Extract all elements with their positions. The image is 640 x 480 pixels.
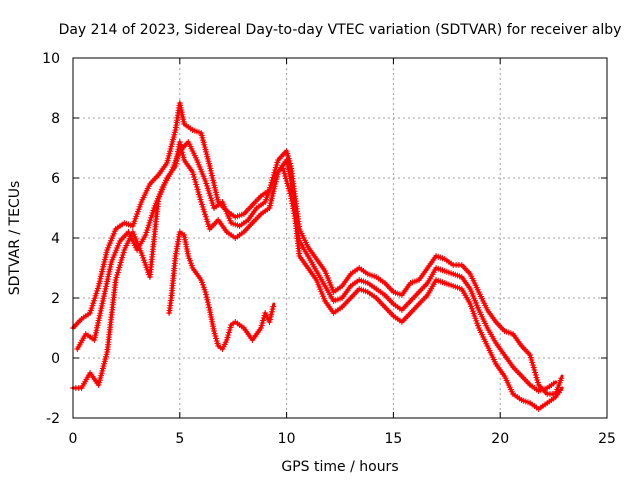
x-tick-label: 15: [384, 431, 402, 447]
x-tick-label: 25: [598, 431, 616, 447]
y-tick-label: 2: [51, 291, 60, 307]
data-series: [70, 100, 565, 412]
series-markers: [74, 139, 557, 394]
x-tick-label: 10: [278, 431, 296, 447]
grid-lines: [73, 58, 607, 418]
x-tick-label: 5: [175, 431, 184, 447]
series-markers: [166, 229, 277, 352]
y-tick-label: 10: [42, 51, 60, 67]
x-tick-label: 0: [69, 431, 78, 447]
series-secondary-track: [166, 229, 277, 352]
y-tick-label: 4: [51, 231, 60, 247]
y-tick-label: 6: [51, 171, 60, 187]
x-tick-label: 20: [491, 431, 509, 447]
y-tick-label: 0: [51, 351, 60, 367]
chart-title: Day 214 of 2023, Sidereal Day-to-day VTE…: [59, 22, 622, 38]
x-axis-label: GPS time / hours: [281, 459, 398, 475]
y-axis-label: SDTVAR / TECUs: [7, 181, 23, 296]
series-main-middle-track: [74, 139, 558, 394]
y-tick-label: 8: [51, 111, 60, 127]
y-tick-label: -2: [46, 411, 60, 427]
axis-ticks: 0 5 10 15 20 25 -2 0 2 4 6 8 10: [42, 51, 616, 447]
